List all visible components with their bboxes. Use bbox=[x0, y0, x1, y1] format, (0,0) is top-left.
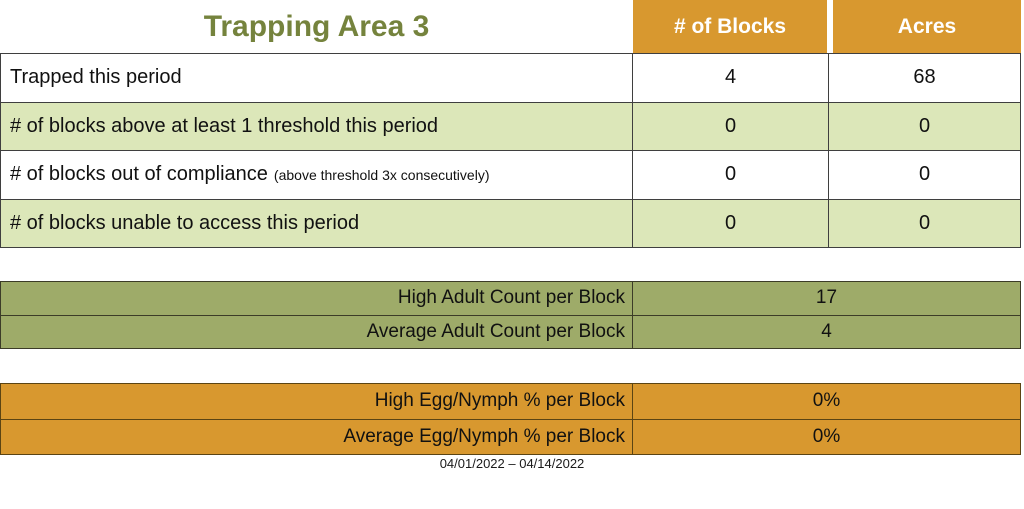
summary-value: 0% bbox=[632, 384, 1020, 419]
summary-row: Average Adult Count per Block 4 bbox=[1, 314, 1020, 348]
summary-label: High Egg/Nymph % per Block bbox=[374, 390, 625, 412]
row-label: # of blocks above at least 1 threshold t… bbox=[1, 103, 632, 151]
row-label-text: Trapped this period bbox=[10, 66, 182, 89]
summary-value: 0% bbox=[632, 419, 1020, 454]
summary-value: 4 bbox=[632, 315, 1020, 348]
acres-value: 0 bbox=[828, 102, 1020, 150]
summary-row: High Adult Count per Block 17 bbox=[1, 282, 1020, 315]
summary-label: Average Egg/Nymph % per Block bbox=[343, 425, 625, 447]
summary-label: Average Adult Count per Block bbox=[366, 320, 625, 342]
summary-row: High Egg/Nymph % per Block 0% bbox=[1, 384, 1020, 419]
blocks-value: 0 bbox=[632, 151, 828, 199]
acres-value: 68 bbox=[828, 54, 1020, 102]
row-label-note: (above threshold 3x consecutively) bbox=[273, 166, 490, 183]
table-row: # of blocks out of compliance (above thre… bbox=[1, 150, 1020, 199]
acres-value: 0 bbox=[828, 151, 1020, 199]
blocks-value: 0 bbox=[632, 102, 828, 150]
row-label: Trapped this period bbox=[1, 54, 632, 102]
adult-count-section: High Adult Count per Block 17 Average Ad… bbox=[0, 281, 1021, 349]
egg-nymph-section: High Egg/Nymph % per Block 0% Average Eg… bbox=[0, 383, 1021, 455]
table-row: # of blocks unable to access this period… bbox=[1, 198, 1020, 248]
table-row: # of blocks above at least 1 threshold t… bbox=[1, 101, 1020, 151]
blocks-value: 0 bbox=[632, 199, 828, 247]
column-header-blocks: # of Blocks bbox=[633, 0, 827, 53]
main-table: Trapped this period 4 68 # of blocks abo… bbox=[0, 53, 1021, 248]
blocks-value: 4 bbox=[632, 54, 828, 102]
summary-row: Average Egg/Nymph % per Block 0% bbox=[1, 418, 1020, 454]
acres-value: 0 bbox=[828, 199, 1020, 247]
table-row: Trapped this period 4 68 bbox=[1, 54, 1020, 102]
row-label-text: # of blocks out of compliance bbox=[10, 163, 268, 186]
row-label-text: # of blocks unable to access this period bbox=[10, 211, 360, 234]
row-label: # of blocks out of compliance (above thre… bbox=[1, 151, 632, 199]
page-title: Trapping Area 3 bbox=[203, 9, 430, 43]
row-label: # of blocks unable to access this period bbox=[1, 200, 632, 248]
row-label-text: # of blocks above at least 1 threshold t… bbox=[10, 114, 439, 137]
column-header-acres: Acres bbox=[833, 0, 1021, 53]
summary-label: High Adult Count per Block bbox=[397, 287, 625, 309]
date-range: 04/01/2022 – 04/14/2022 bbox=[439, 456, 585, 471]
summary-value: 17 bbox=[632, 282, 1020, 315]
